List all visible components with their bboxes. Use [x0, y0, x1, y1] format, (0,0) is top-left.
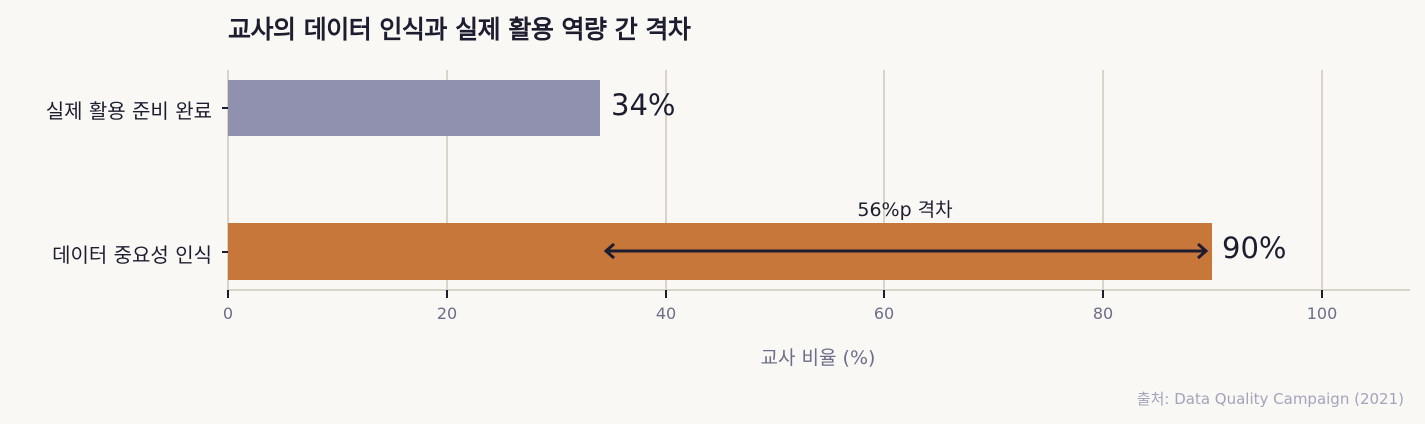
gridline-60 — [883, 70, 885, 290]
y-tick — [222, 251, 228, 253]
x-tick — [1321, 290, 1323, 298]
gridline-80 — [1102, 70, 1104, 290]
bar-ready-to-use — [228, 80, 600, 136]
x-tick — [665, 290, 667, 298]
x-tick — [227, 290, 229, 298]
x-tick — [883, 290, 885, 298]
x-axis-line — [228, 289, 1410, 291]
x-tick-label: 100 — [1306, 304, 1338, 323]
x-axis-title: 교사 비율 (%) — [760, 347, 876, 369]
gridline-20 — [446, 70, 448, 290]
x-tick-label: 80 — [1092, 304, 1114, 323]
y-category-label: 실제 활용 준비 완료 — [45, 99, 212, 123]
gridline-0 — [227, 70, 229, 290]
y-tick — [222, 107, 228, 109]
gap-annotation-label: 56%p 격차 — [857, 199, 953, 221]
x-tick-label: 20 — [436, 304, 458, 323]
x-tick-label: 60 — [873, 304, 895, 323]
gridline-40 — [665, 70, 667, 290]
gridline-100 — [1321, 70, 1323, 290]
bar-value-label: 34% — [611, 88, 676, 122]
y-category-label: 데이터 중요성 인식 — [52, 243, 212, 267]
double-arrow-icon — [603, 242, 1209, 260]
x-tick-label: 40 — [655, 304, 677, 323]
x-tick — [1102, 290, 1104, 298]
bar-value-label: 90% — [1222, 231, 1287, 265]
chart-title: 교사의 데이터 인식과 실제 활용 역량 간 격차 — [228, 15, 691, 44]
source-note: 출처: Data Quality Campaign (2021) — [1136, 390, 1404, 408]
x-tick — [446, 290, 448, 298]
x-tick-label: 0 — [222, 304, 234, 323]
